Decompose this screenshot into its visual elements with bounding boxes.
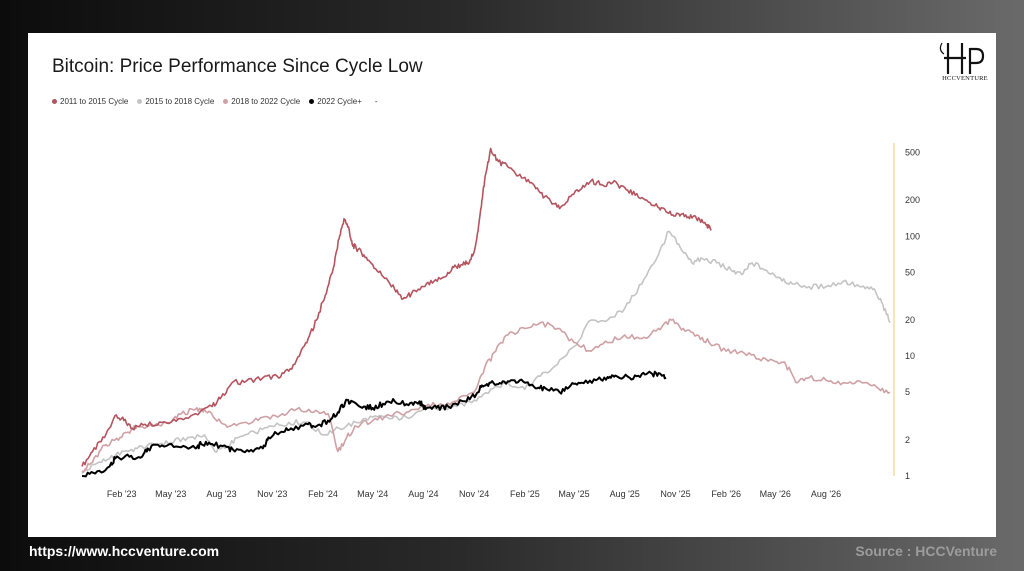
series-line-0 — [81, 147, 712, 467]
y-tick-label: 500 — [905, 148, 920, 158]
footer-source-note: Source : HCCVenture — [855, 543, 997, 559]
x-tick-label: May '23 — [155, 489, 186, 499]
x-tick-label: May '24 — [357, 489, 388, 499]
legend-item-2018-2022[interactable]: 2018 to 2022 Cycle — [223, 97, 300, 106]
x-tick-label: Aug '26 — [811, 489, 841, 499]
legend-swatch — [309, 98, 315, 104]
y-tick-label: 100 — [905, 231, 920, 241]
footer-website-link[interactable]: https://www.hccventure.com — [29, 543, 220, 559]
legend-label: 2018 to 2022 Cycle — [231, 96, 301, 106]
legend-item-extra: - — [375, 97, 378, 106]
y-tick-label: 2 — [905, 435, 910, 445]
x-tick-label: Aug '25 — [610, 489, 640, 499]
x-tick-label: Nov '25 — [660, 489, 690, 499]
chart-plot: 1 2 5 10 20 50 100 200 500 Feb '23 May '23 Aug '23 N… — [81, 143, 920, 499]
series-line-3 — [81, 370, 667, 478]
chart-title: Bitcoin: Price Performance Since Cycle L… — [52, 56, 423, 77]
legend-extra-label: - — [374, 96, 378, 106]
x-tick-label: May '26 — [760, 489, 791, 499]
series-line-1 — [81, 230, 891, 474]
y-tick-label: 10 — [905, 351, 915, 361]
series-layer — [81, 147, 891, 478]
legend-label: 2011 to 2015 Cycle — [60, 96, 129, 106]
x-tick-label: Nov '24 — [459, 489, 489, 499]
chart-legend: 2011 to 2015 Cycle 2015 to 2018 Cycle 20… — [52, 94, 378, 108]
hccventure-logo — [939, 42, 985, 74]
series-line-2 — [81, 318, 891, 473]
x-tick-label: Nov '23 — [257, 489, 287, 499]
x-tick-label: Feb '25 — [510, 489, 540, 499]
legend-item-2022-cycle[interactable]: 2022 Cycle+ — [309, 97, 362, 106]
axis-layer: 1 2 5 10 20 50 100 200 500 Feb '23 May '23 Aug '23 N… — [107, 143, 920, 499]
x-tick-label: Aug '24 — [408, 489, 438, 499]
legend-swatch — [137, 98, 143, 104]
x-tick-label: Feb '23 — [107, 489, 137, 499]
x-tick-label: Feb '24 — [308, 489, 338, 499]
legend-item-2011-2015[interactable]: 2011 to 2015 Cycle — [52, 97, 128, 106]
logo-wordmark: HCCVENTURE — [942, 75, 988, 82]
legend-swatch — [223, 98, 229, 104]
x-tick-label: Feb '26 — [711, 489, 741, 499]
x-tick-label: May '25 — [558, 489, 589, 499]
y-tick-label: 20 — [905, 315, 915, 325]
y-tick-label: 1 — [905, 471, 910, 481]
x-tick-label: Aug '23 — [206, 489, 236, 499]
y-tick-label: 5 — [905, 387, 910, 397]
legend-swatch — [52, 98, 57, 104]
y-tick-label: 50 — [905, 267, 915, 277]
y-tick-label: 200 — [905, 195, 920, 205]
chart-card: Bitcoin: Price Performance Since Cycle L… — [28, 33, 996, 537]
legend-label: 2015 to 2018 Cycle — [145, 96, 215, 106]
legend-item-2015-2018[interactable]: 2015 to 2018 Cycle — [137, 97, 214, 106]
legend-label: 2022 Cycle+ — [317, 96, 362, 106]
